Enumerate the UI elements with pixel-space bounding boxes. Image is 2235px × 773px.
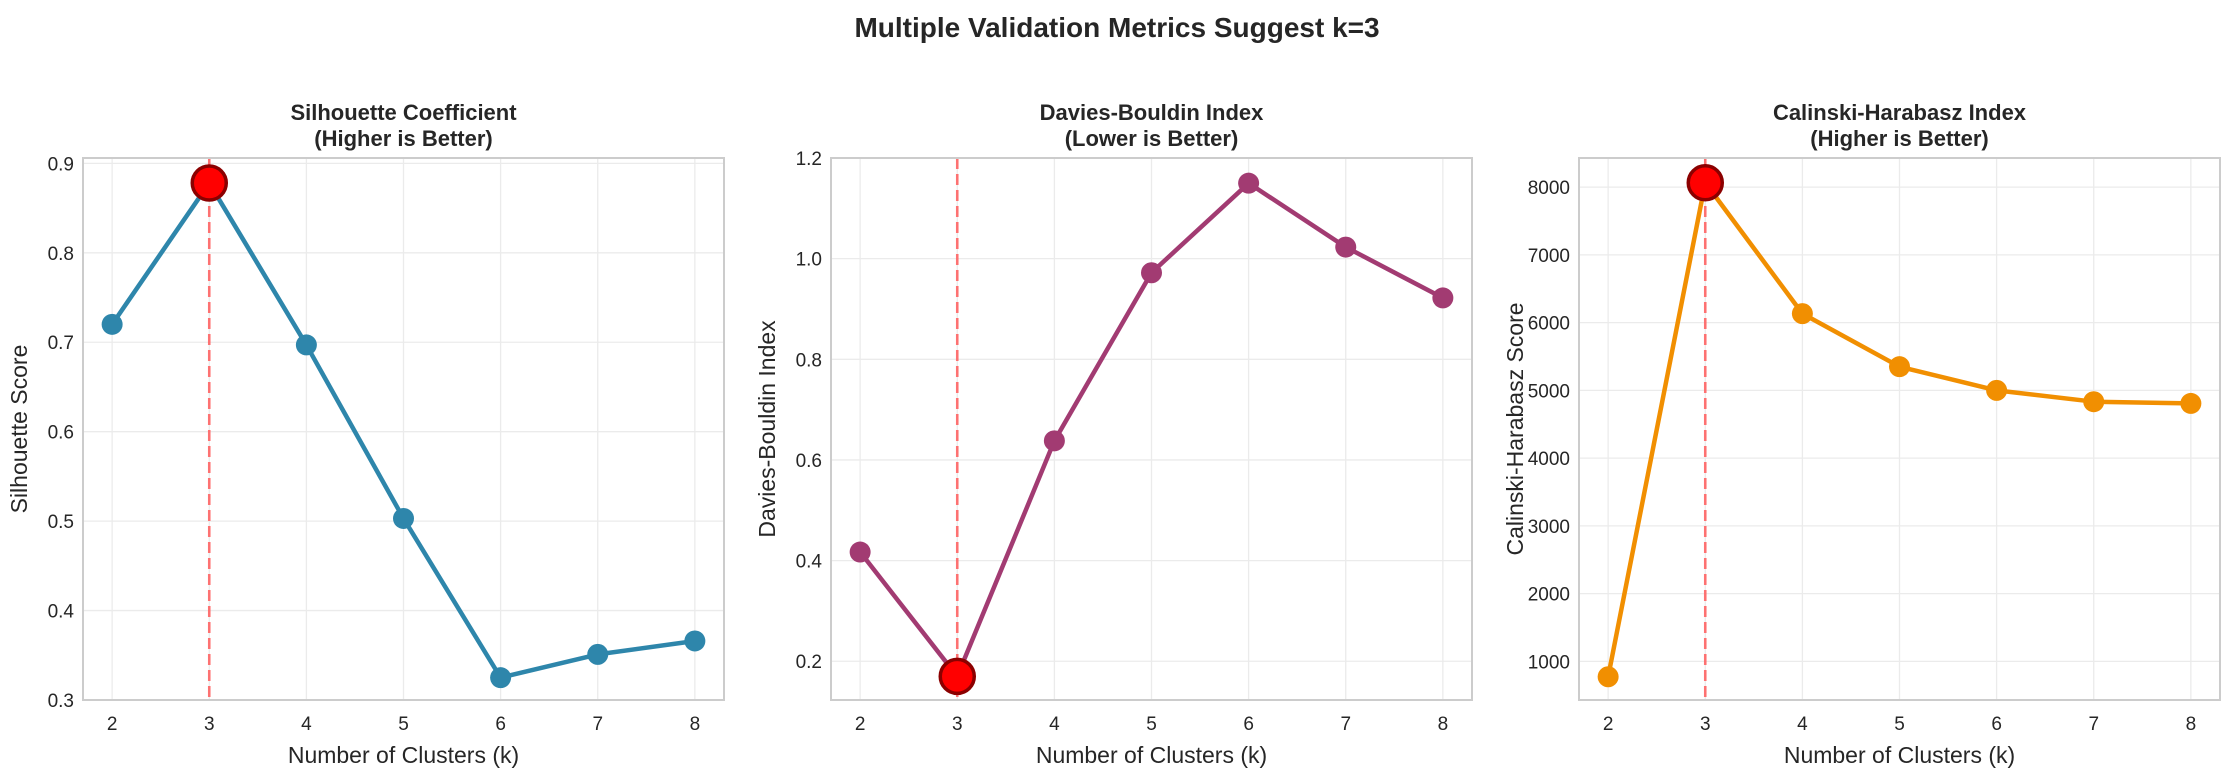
data-point-k4 — [295, 334, 317, 356]
axes-frame — [830, 157, 1473, 701]
y-tick-label: 4000 — [1528, 449, 1570, 470]
y-tick-label: 0.4 — [48, 602, 75, 623]
y-tick-label: 0.6 — [48, 423, 74, 444]
y-tick-label: 0.3 — [48, 691, 74, 712]
data-point-k6 — [1238, 172, 1260, 194]
x-tick-label: 6 — [495, 714, 506, 735]
y-tick-label: 3000 — [1528, 517, 1570, 538]
optimal-point-marker — [938, 657, 977, 696]
x-tick-label: 2 — [107, 714, 118, 735]
y-tick-label: 2000 — [1528, 585, 1570, 606]
optimal-point-marker — [190, 164, 229, 202]
x-tick-label: 8 — [690, 714, 701, 735]
calinski-harabasz-chart: Calinski-Harabasz Index(Higher is Better… — [1502, 100, 2221, 768]
x-tick-label: 4 — [1049, 714, 1060, 735]
davies-bouldin-title-line1: Davies-Bouldin Index — [1040, 100, 1264, 125]
data-point-k7 — [1335, 236, 1357, 258]
data-point-k8 — [1432, 287, 1454, 309]
data-point-k7 — [587, 643, 609, 665]
silhouette-chart: Silhouette Coefficient(Higher is Better)… — [6, 100, 725, 768]
x-tick-label: 5 — [1146, 714, 1157, 735]
y-axis-label: Calinski-Harabasz Score — [1502, 302, 1528, 555]
data-point-k2 — [1597, 666, 1619, 688]
y-tick-label: 0.2 — [796, 652, 822, 673]
x-tick-label: 5 — [398, 714, 409, 735]
data-point-k4 — [1043, 430, 1065, 452]
x-tick-label: 7 — [592, 714, 603, 735]
y-tick-label: 8000 — [1528, 178, 1570, 199]
y-tick-label: 1.0 — [796, 250, 822, 271]
calinski-harabasz-title-line2: (Higher is Better) — [1810, 126, 1988, 151]
davies-bouldin-title-line2: (Lower is Better) — [1065, 126, 1239, 151]
y-tick-label: 5000 — [1528, 381, 1570, 402]
y-tick-label: 0.7 — [48, 333, 74, 354]
x-tick-label: 2 — [855, 714, 866, 735]
silhouette-title-line1: Silhouette Coefficient — [290, 100, 517, 125]
x-tick-label: 7 — [1340, 714, 1351, 735]
x-tick-label: 6 — [1991, 714, 2002, 735]
data-point-k8 — [2180, 392, 2202, 414]
x-tick-label: 5 — [1894, 714, 1905, 735]
y-tick-label: 0.8 — [796, 350, 822, 371]
y-tick-label: 1.2 — [796, 149, 822, 170]
axes-frame — [1578, 157, 2221, 701]
data-point-k4 — [1791, 303, 1813, 325]
x-axis-label: Number of Clusters (k) — [1036, 742, 1267, 768]
x-tick-label: 4 — [1797, 714, 1808, 735]
calinski-harabasz-title-line1: Calinski-Harabasz Index — [1773, 100, 2027, 125]
x-axis-label: Number of Clusters (k) — [1784, 742, 2015, 768]
x-tick-label: 8 — [2186, 714, 2197, 735]
axes-frame — [82, 157, 725, 701]
data-point-k2 — [101, 313, 123, 335]
x-tick-label: 2 — [1603, 714, 1614, 735]
data-point-k5 — [1141, 262, 1162, 284]
y-tick-label: 0.8 — [48, 244, 74, 265]
y-tick-label: 0.5 — [48, 512, 74, 533]
y-tick-label: 0.4 — [796, 552, 823, 573]
y-axis-label: Davies-Bouldin Index — [754, 320, 780, 538]
data-point-k6 — [1986, 379, 2008, 401]
x-tick-label: 3 — [952, 714, 963, 735]
x-axis-label: Number of Clusters (k) — [288, 742, 519, 768]
x-tick-label: 3 — [204, 714, 215, 735]
data-point-k8 — [684, 630, 706, 652]
data-point-k5 — [393, 507, 414, 529]
y-tick-label: 0.6 — [796, 451, 822, 472]
x-tick-label: 3 — [1700, 714, 1711, 735]
data-point-k2 — [849, 541, 871, 563]
y-tick-label: 1000 — [1528, 652, 1570, 673]
y-tick-label: 7000 — [1528, 246, 1570, 267]
davies-bouldin-chart: Davies-Bouldin Index(Lower is Better)0.2… — [754, 100, 1473, 768]
y-tick-label: 6000 — [1528, 314, 1570, 335]
silhouette-title-line2: (Higher is Better) — [314, 126, 492, 151]
y-tick-label: 0.9 — [48, 154, 74, 175]
x-tick-label: 7 — [2088, 714, 2099, 735]
x-tick-label: 4 — [301, 714, 312, 735]
x-tick-label: 6 — [1243, 714, 1254, 735]
optimal-point-marker — [1686, 163, 1725, 202]
data-point-k6 — [490, 667, 512, 689]
x-tick-label: 8 — [1438, 714, 1449, 735]
data-point-k7 — [2083, 391, 2105, 413]
y-axis-label: Silhouette Score — [6, 345, 32, 514]
data-point-k5 — [1889, 356, 1910, 378]
suptitle: Multiple Validation Metrics Suggest k=3 — [854, 12, 1379, 43]
